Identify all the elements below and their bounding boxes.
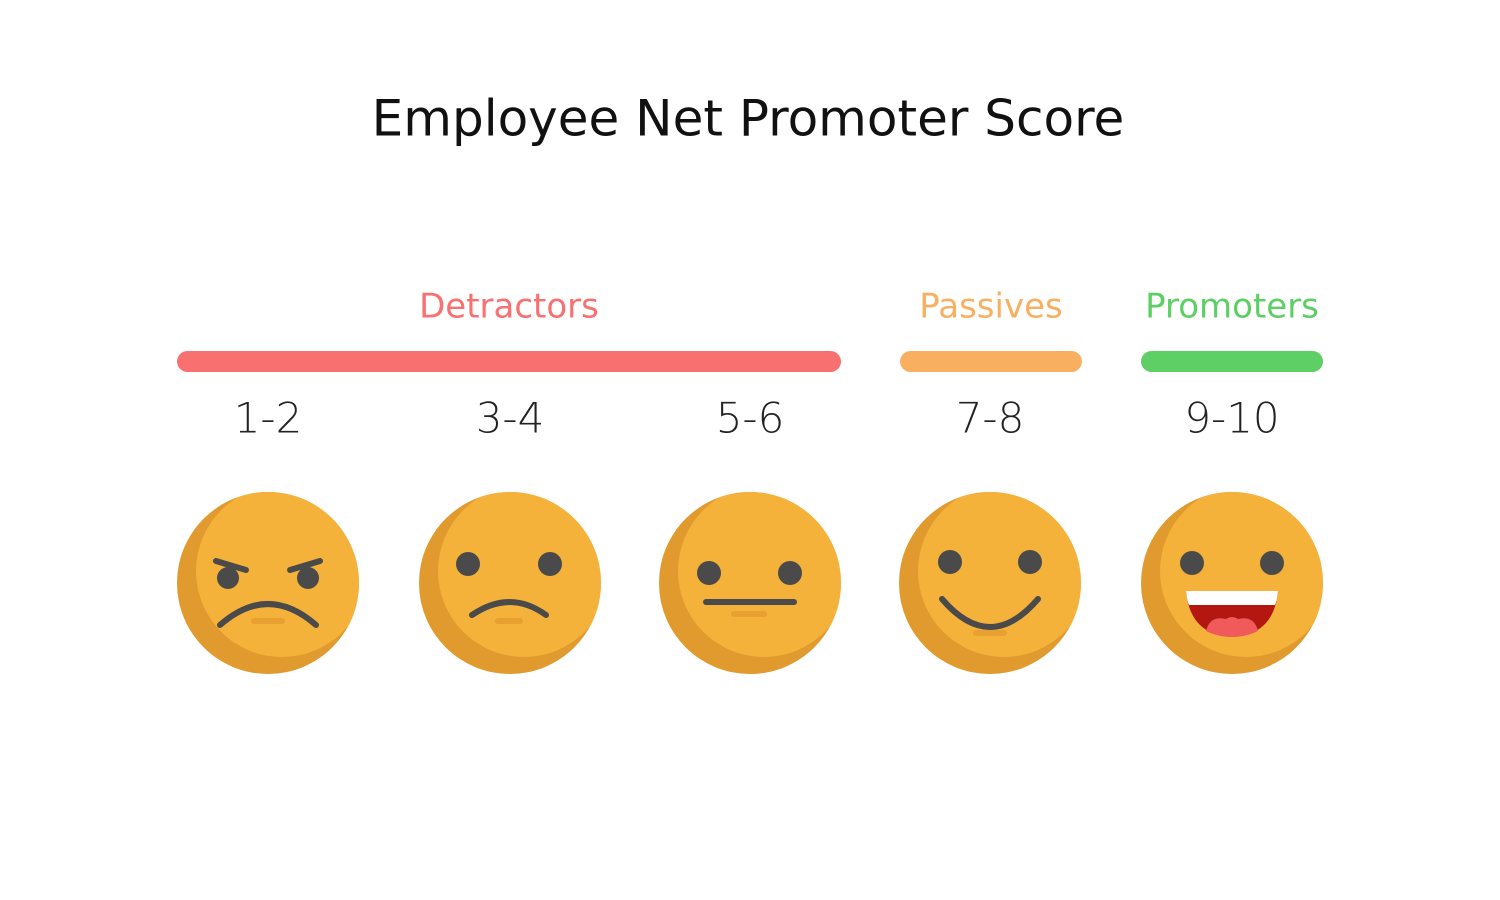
title: Employee Net Promoter Score (372, 90, 1125, 148)
face-neutral (659, 492, 841, 674)
group-label: Passives (919, 287, 1062, 327)
score-label: 9-10 (1184, 394, 1279, 443)
face-laugh (1141, 492, 1323, 674)
group-bar (1141, 351, 1323, 372)
face-angry (177, 492, 359, 674)
group-bar (177, 351, 841, 372)
score-label: 7-8 (956, 394, 1025, 443)
face-smile (899, 492, 1081, 674)
face-sad (419, 492, 601, 674)
group-label: Detractors (419, 287, 599, 327)
group-label: Promoters (1145, 287, 1319, 327)
group-bar (900, 351, 1082, 372)
score-label: 1-2 (234, 394, 303, 443)
score-label: 3-4 (476, 394, 545, 443)
score-label: 5-6 (716, 394, 785, 443)
